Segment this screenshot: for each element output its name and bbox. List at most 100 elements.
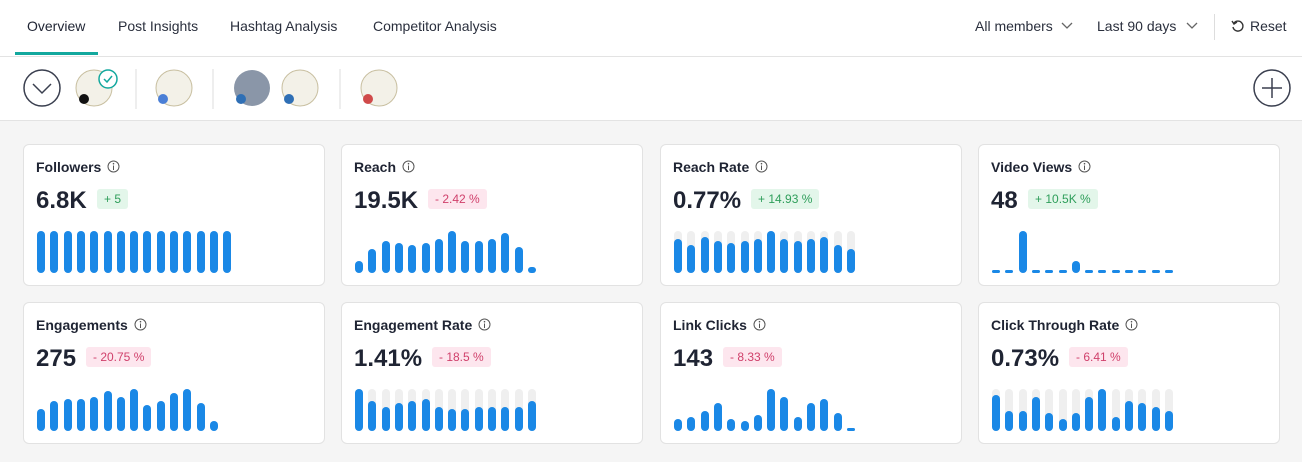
- spark-bar: [820, 399, 829, 431]
- spark-bar: [992, 270, 1000, 273]
- info-icon[interactable]: [402, 160, 415, 173]
- spark-bar: [461, 241, 470, 273]
- nav-tab[interactable]: Hashtag Analysis: [230, 18, 338, 34]
- change-badge: - 8.33 %: [723, 347, 782, 367]
- spark-bar: [713, 403, 722, 431]
- spark-bar: [1071, 261, 1080, 273]
- spark-bar: [807, 403, 815, 431]
- spark-bar: [408, 245, 417, 273]
- card-title: Click Through Rate: [991, 317, 1120, 333]
- card-title: Video Views: [991, 159, 1073, 175]
- card-title: Link Clicks: [673, 317, 747, 333]
- spark-bar: [780, 239, 789, 273]
- spark-bar: [50, 231, 59, 273]
- info-icon[interactable]: [1078, 160, 1091, 173]
- spark-bar: [501, 407, 510, 431]
- spark-bar: [1111, 270, 1120, 273]
- spark-bar: [488, 407, 496, 431]
- spark-bar: [727, 243, 736, 273]
- spark-bar: [1085, 270, 1094, 273]
- spark-bar: [1031, 397, 1040, 431]
- info-icon[interactable]: [1125, 318, 1138, 331]
- info-icon[interactable]: [753, 318, 766, 331]
- bar-track: [1045, 389, 1054, 431]
- info-icon[interactable]: [478, 318, 491, 331]
- spark-bar: [700, 237, 709, 273]
- spark-bar: [1138, 270, 1147, 273]
- divider: [1214, 14, 1215, 40]
- spark-bar: [209, 231, 218, 273]
- spark-bar: [183, 389, 192, 431]
- metric-card: Reach Rate 0.77% + 14.93 %: [660, 144, 962, 286]
- card-title: Reach Rate: [673, 159, 750, 175]
- active-underline: [15, 52, 98, 55]
- card-value: 6.8K: [36, 187, 87, 214]
- spark-bar: [368, 401, 377, 431]
- spark-bar: [355, 389, 363, 431]
- change-badge: + 10.5K %: [1028, 189, 1098, 209]
- bar-track: [1164, 389, 1173, 431]
- members-filter[interactable]: All members: [975, 18, 1053, 34]
- spark-bar: [753, 239, 762, 273]
- spark-bar: [992, 395, 1000, 431]
- spark-bar: [793, 417, 802, 431]
- spark-bar: [170, 231, 178, 273]
- bar-track: [1071, 389, 1080, 431]
- spark-bar: [196, 231, 205, 273]
- spark-bar: [1125, 401, 1133, 431]
- spark-bar: [846, 428, 855, 431]
- metric-card: Engagement Rate 1.41% - 18.5 %: [341, 302, 643, 444]
- spark-bar: [1125, 270, 1133, 273]
- card-title: Engagements: [36, 317, 128, 333]
- nav-tab[interactable]: Competitor Analysis: [373, 18, 497, 34]
- card-title: Reach: [354, 159, 397, 175]
- spark-bar: [1045, 270, 1054, 273]
- bar-track: [1018, 389, 1027, 431]
- metric-card: Engagements 275 - 20.75 %: [23, 302, 325, 444]
- spark-bar: [1151, 270, 1160, 273]
- spark-bar: [1098, 389, 1107, 431]
- spark-bar: [130, 231, 139, 273]
- bar-track: [1058, 389, 1067, 431]
- spark-bar: [833, 413, 842, 431]
- nav-tab[interactable]: Overview: [27, 18, 86, 34]
- spark-bar: [434, 239, 443, 273]
- spark-bar: [1031, 270, 1040, 273]
- card-value: 143: [673, 345, 714, 372]
- spark-bar: [1164, 411, 1173, 431]
- spark-bar: [37, 231, 45, 273]
- spark-bar: [674, 239, 682, 273]
- spark-bar: [1085, 397, 1094, 431]
- top-nav: Overview Post Insights Hashtag Analysis Com…: [0, 0, 1302, 57]
- card-value: 48: [991, 187, 1018, 214]
- period-filter[interactable]: Last 90 days: [1097, 18, 1177, 34]
- spark-bar: [514, 247, 523, 273]
- spark-bar: [753, 415, 762, 431]
- spark-bar: [368, 249, 377, 273]
- spark-bar: [394, 403, 403, 431]
- spark-bar: [143, 231, 152, 273]
- spark-bar: [143, 405, 152, 431]
- spark-bar: [474, 407, 483, 431]
- info-icon[interactable]: [755, 160, 768, 173]
- bar-track: [1111, 389, 1120, 431]
- spark-bar: [90, 231, 99, 273]
- spark-bar: [461, 409, 470, 431]
- spark-bar: [381, 241, 390, 273]
- spark-bar: [1018, 411, 1027, 431]
- spark-bar: [63, 399, 72, 431]
- spark-bar: [448, 409, 457, 431]
- spark-bar: [381, 407, 390, 431]
- info-icon[interactable]: [107, 160, 120, 173]
- metric-card: Followers 6.8K + 5: [23, 144, 325, 286]
- spark-bar: [170, 393, 178, 431]
- info-icon[interactable]: [134, 318, 147, 331]
- nav-tab[interactable]: Post Insights: [118, 18, 199, 34]
- spark-bar: [527, 401, 536, 431]
- change-badge: + 14.93 %: [751, 189, 820, 209]
- spark-bar: [76, 231, 85, 273]
- profile-bar: [0, 57, 1302, 121]
- reset-button[interactable]: Reset: [1250, 18, 1287, 34]
- spark-bar: [687, 417, 696, 431]
